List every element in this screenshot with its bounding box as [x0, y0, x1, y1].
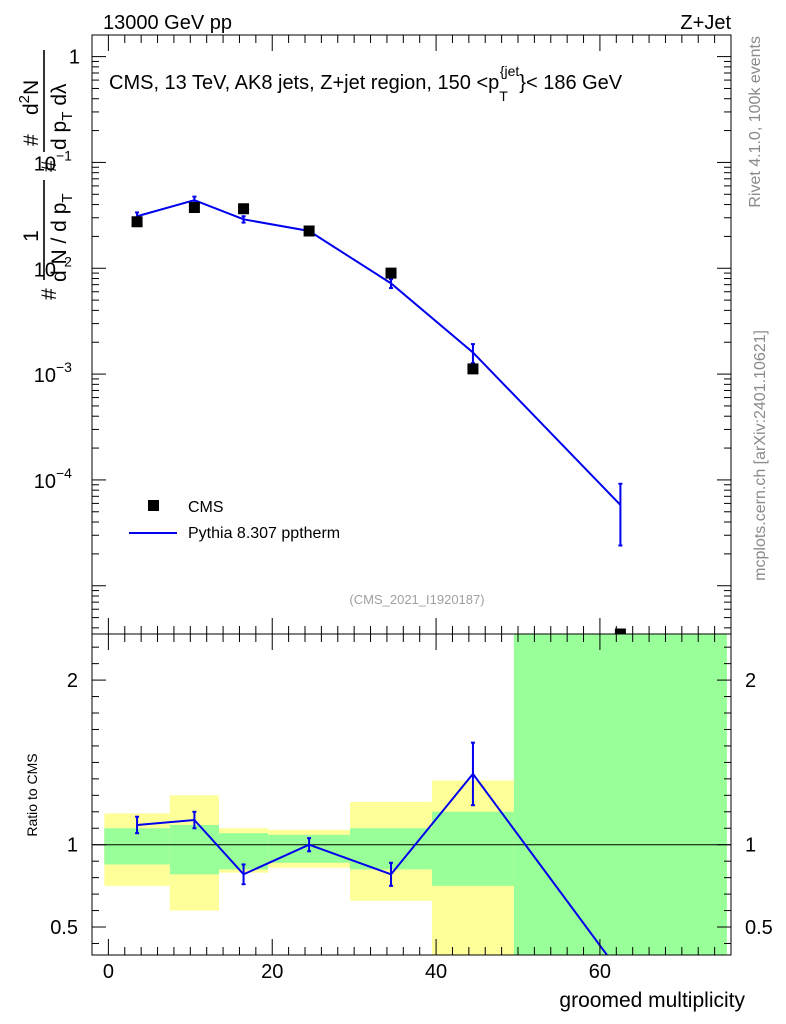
title-text: CMS, 13 TeV, AK8 jets, Z+jet region, 150… — [109, 72, 499, 94]
ylabel-hash2: # — [38, 160, 61, 172]
main-ylabel: # 1 d N / d pT # d2N # d pTdλ — [16, 50, 76, 300]
title-tail: }< 186 GeV — [519, 72, 623, 94]
cms-point-3 — [303, 225, 315, 237]
svg-text:CMS, 13 TeV, AK8 jets, Z+jet r: CMS, 13 TeV, AK8 jets, Z+jet region, 150… — [109, 63, 623, 104]
ylabel-dndpt: d N / d p — [48, 203, 71, 282]
ratio-ytick-label-left-1: 1 — [67, 835, 78, 857]
main-ytick-label-0: 1 — [69, 47, 80, 69]
ylabel-sup-2: 2 — [16, 95, 33, 103]
ratio-ytick-label-right-2: 2 — [745, 670, 756, 692]
cms-point-5 — [467, 363, 479, 375]
legend-cms-label: CMS — [188, 499, 224, 516]
pythia-line — [136, 199, 622, 506]
ratio-series-group — [135, 741, 609, 955]
title-sub: T — [499, 88, 508, 104]
legend-cms-marker — [148, 500, 159, 511]
main-ytick-label-base-2: 10 — [34, 259, 56, 281]
ylabel-hash3: # — [20, 134, 43, 146]
ratio-ytick-label-left-0: 0.5 — [50, 917, 78, 939]
rivet-label: Rivet 4.1.0, 100k events — [747, 36, 764, 208]
ylabel-n: N — [20, 80, 43, 95]
cms-point-2 — [238, 203, 250, 215]
main-ytick-label-exp-1: −1 — [56, 147, 72, 163]
green-band-6 — [513, 634, 727, 955]
ratio-ytick-label-right-0: 0.5 — [745, 917, 773, 939]
ratio-plot: 0.5 0.51 12 20 20 40 60 — [50, 633, 773, 983]
green-band-0 — [104, 828, 170, 865]
green-band-1 — [169, 824, 219, 875]
main-ytick-label-base-4: 10 — [34, 471, 56, 493]
xtick-label-2: 40 — [425, 961, 447, 983]
main-plot: 110−110−210−310−4 — [34, 34, 732, 640]
xtick-label-3: 60 — [589, 961, 611, 983]
main-ytick-label-base-3: 10 — [34, 365, 56, 387]
xtick-label-0: 0 — [103, 961, 114, 983]
main-ytick-label-base-1: 10 — [34, 153, 56, 175]
main-ytick-label-exp-4: −4 — [56, 465, 72, 481]
ratio-ytick-label-right-1: 1 — [745, 835, 756, 857]
ylabel-one: 1 — [20, 230, 43, 242]
main-series-group — [131, 195, 626, 640]
title-sup: {jet — [500, 63, 520, 79]
ratio-frame — [91, 633, 732, 956]
main-title: CMS, 13 TeV, AK8 jets, Z+jet region, 150… — [109, 63, 623, 104]
header-left: 13000 GeV pp — [103, 12, 232, 34]
legend: CMS Pythia 8.307 pptherm — [129, 499, 340, 542]
ratio-ytick-label-left-2: 2 — [67, 670, 78, 692]
ratio-y-label: Ratio to CMS — [24, 753, 40, 836]
header-right: Z+Jet — [680, 12, 731, 34]
ylabel-hash1: # — [38, 288, 61, 300]
cms-point-1 — [188, 202, 200, 214]
analysis-watermark: (CMS_2021_I1920187) — [349, 592, 484, 607]
cms-point-4 — [385, 267, 397, 279]
green-band-2 — [218, 833, 269, 870]
ylabel-dp: d p — [48, 121, 71, 150]
svg-text:d2N: d2N — [16, 80, 43, 115]
xtick-label-1: 20 — [261, 961, 283, 983]
mcplots-label: mcplots.cern.ch [arXiv:2401.10621] — [752, 330, 769, 581]
ylabel-sub-t1: T — [59, 193, 76, 202]
ylabel-d: d — [20, 103, 43, 115]
main-ytick-label-exp-3: −3 — [56, 359, 72, 375]
svg-text:#: # — [38, 288, 61, 300]
x-axis-label: groomed multiplicity — [559, 989, 745, 1012]
svg-text:d pTdλ: d pTdλ — [48, 83, 76, 150]
svg-text:d N / d pT: d N / d pT — [48, 193, 76, 282]
cms-point-0 — [131, 216, 143, 228]
main-frame — [91, 34, 732, 635]
ylabel-sub-t2: T — [59, 112, 76, 121]
main-ytick-label-exp-2: −2 — [56, 253, 72, 269]
green-band-5 — [431, 811, 514, 886]
legend-pythia-label: Pythia 8.307 pptherm — [188, 525, 340, 542]
ylabel-dlambda: dλ — [48, 83, 71, 106]
